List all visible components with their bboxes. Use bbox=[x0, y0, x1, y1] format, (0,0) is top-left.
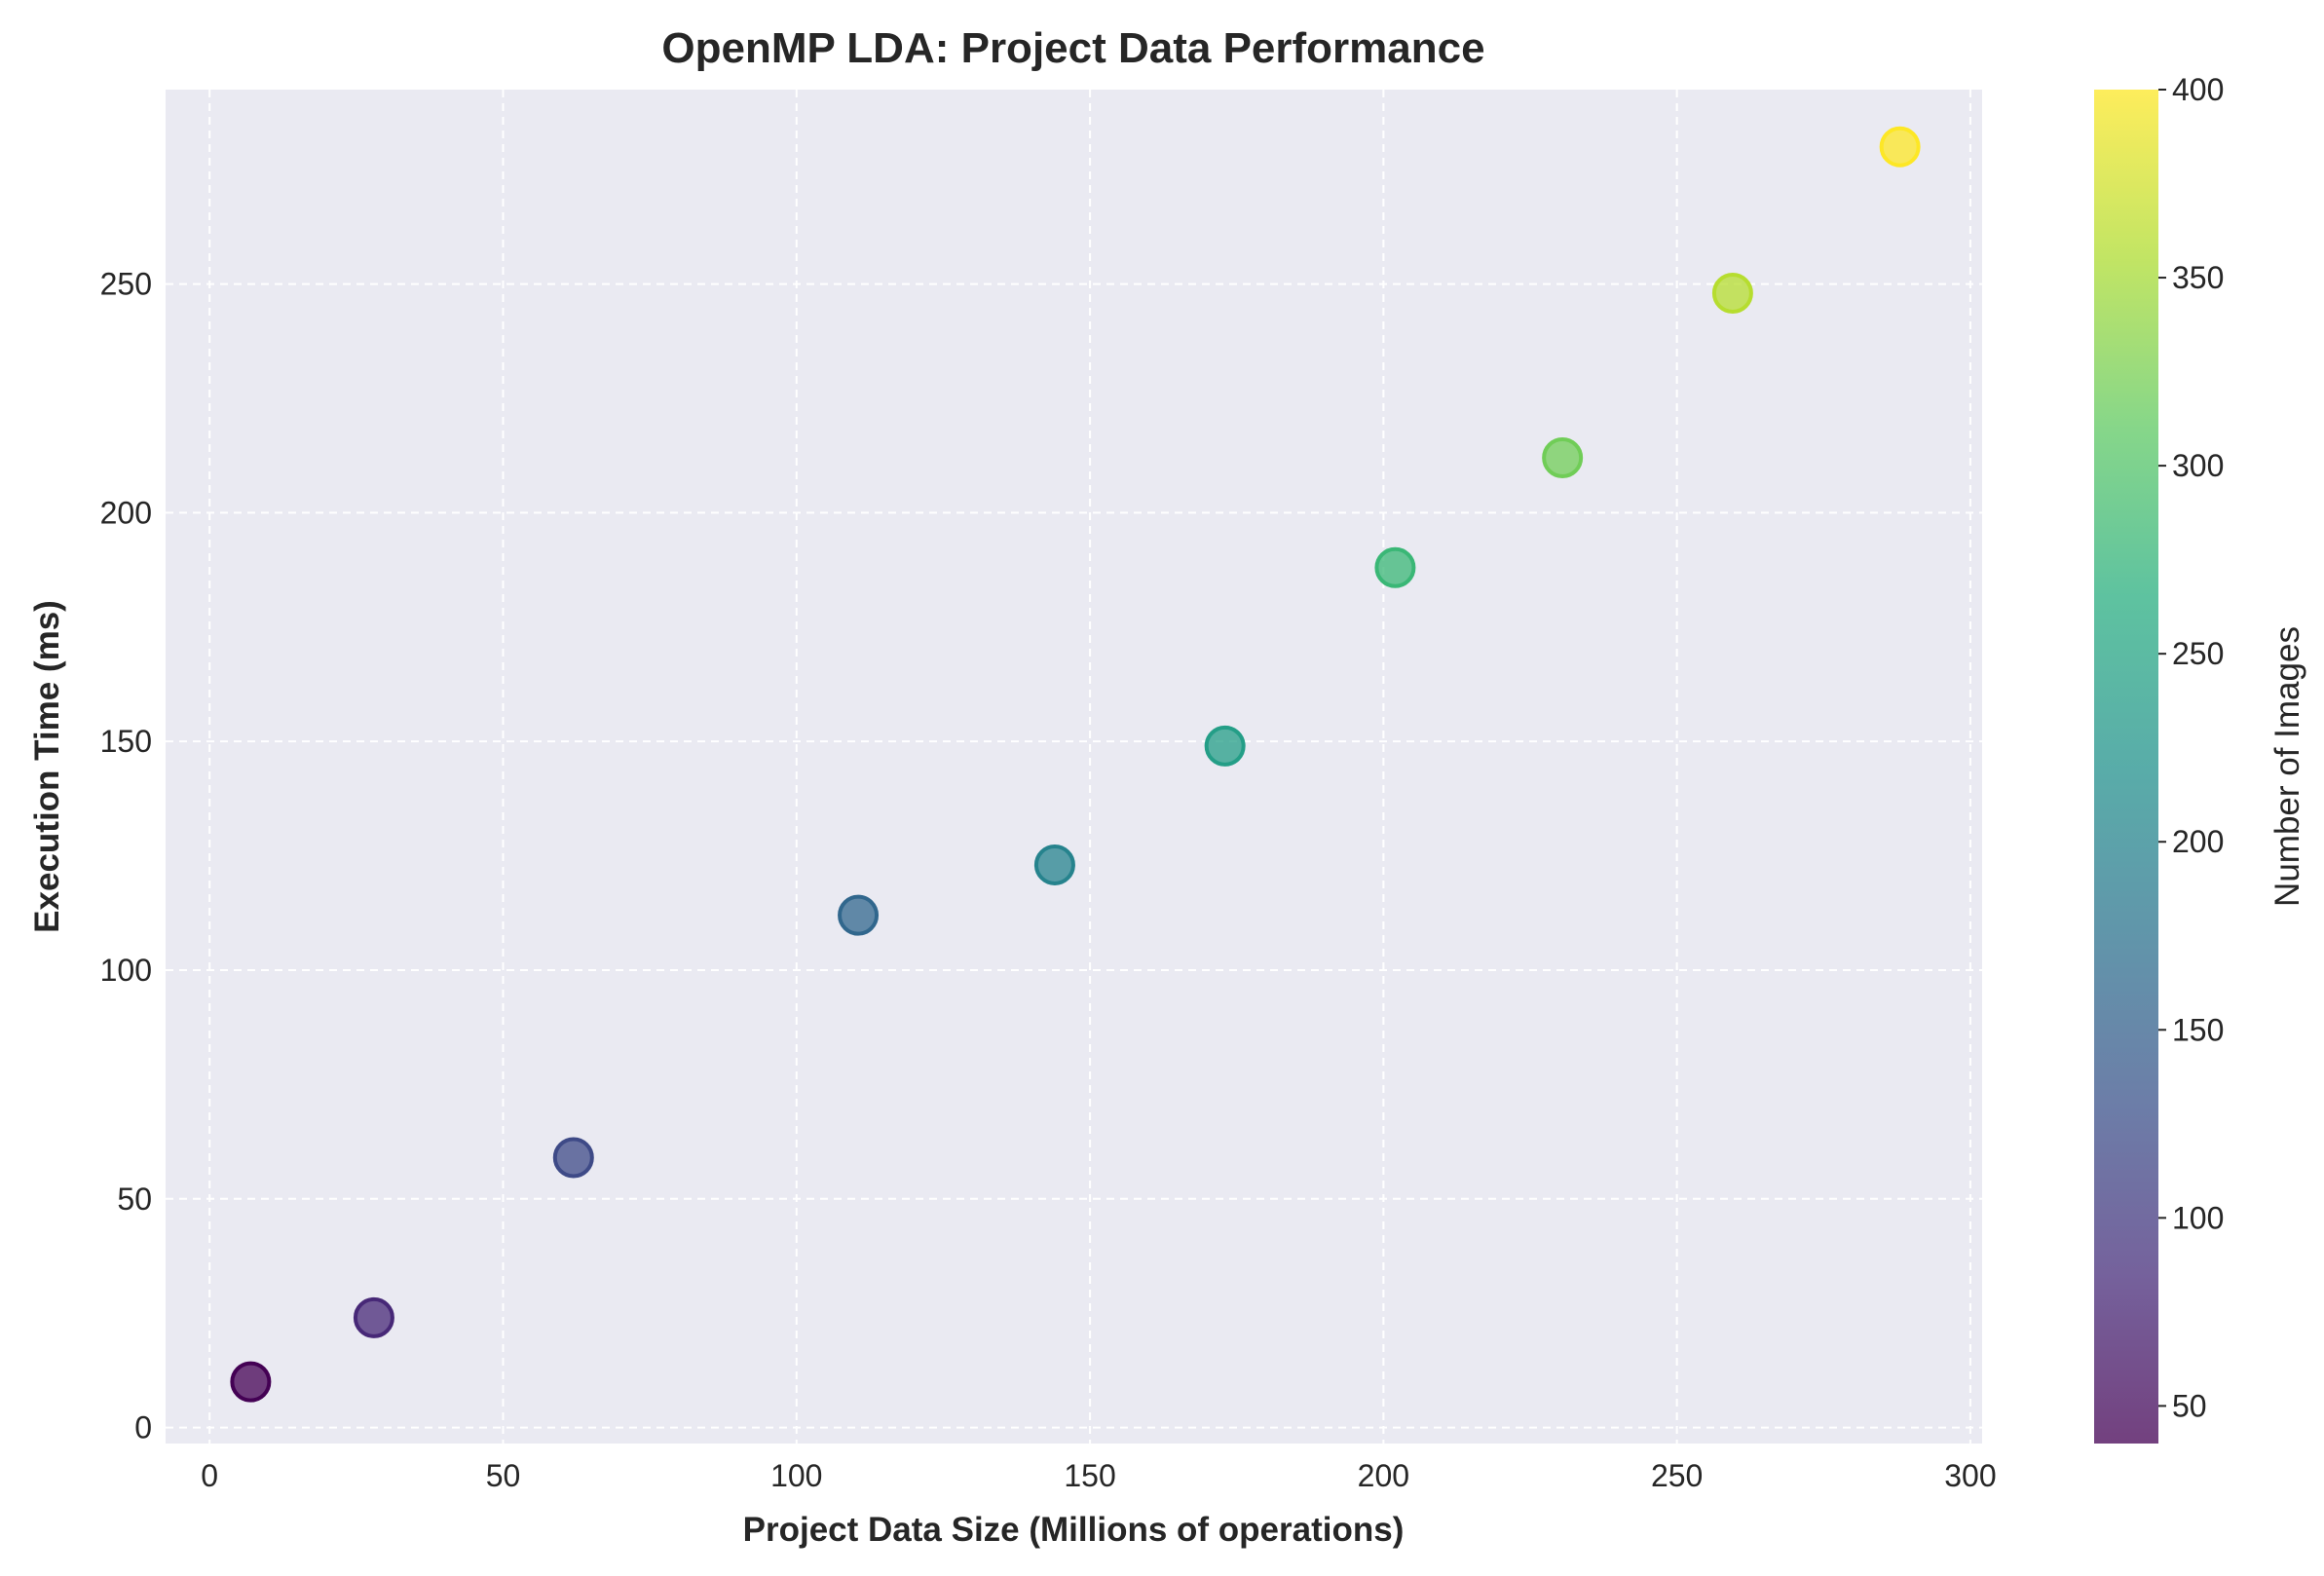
x-axis-ticks: 0 50 100 150 200 250 300 bbox=[201, 1458, 1996, 1493]
colorbar-tick-label: 400 bbox=[2172, 72, 2224, 107]
colorbar-tick-label: 50 bbox=[2172, 1388, 2207, 1423]
colorbar-label: Number of Images bbox=[2268, 626, 2306, 907]
y-tick-label: 200 bbox=[100, 495, 152, 530]
data-points bbox=[230, 126, 1921, 1403]
scatter-point bbox=[230, 1361, 272, 1403]
grid-lines bbox=[166, 90, 1982, 1444]
scatter-point bbox=[1204, 725, 1246, 767]
y-tick-label: 50 bbox=[117, 1182, 152, 1217]
x-tick-label: 300 bbox=[1944, 1458, 1996, 1493]
x-tick-label: 50 bbox=[486, 1458, 521, 1493]
colorbar bbox=[2094, 90, 2158, 1444]
scatter-point bbox=[1374, 546, 1416, 588]
y-axis-label: Execution Time (ms) bbox=[28, 600, 66, 933]
colorbar-tick-label: 300 bbox=[2172, 448, 2224, 483]
y-tick-label: 250 bbox=[100, 267, 152, 302]
y-axis-ticks: 0 50 100 150 200 250 bbox=[100, 267, 152, 1445]
x-tick-label: 100 bbox=[770, 1458, 822, 1493]
scatter-point bbox=[1879, 126, 1921, 168]
colorbar-ticks: 50 100 150 200 250 300 350 400 bbox=[2158, 72, 2224, 1423]
colorbar-tick-label: 100 bbox=[2172, 1200, 2224, 1235]
x-tick-label: 250 bbox=[1651, 1458, 1703, 1493]
chart-title: OpenMP LDA: Project Data Performance bbox=[661, 24, 1484, 72]
scatter-point bbox=[552, 1137, 594, 1179]
x-tick-label: 0 bbox=[201, 1458, 218, 1493]
colorbar-tick-label: 150 bbox=[2172, 1012, 2224, 1047]
plot-area bbox=[166, 90, 1982, 1444]
y-tick-label: 100 bbox=[100, 953, 152, 988]
colorbar-tick-label: 350 bbox=[2172, 260, 2224, 295]
colorbar-tick-label: 250 bbox=[2172, 636, 2224, 671]
x-tick-label: 200 bbox=[1358, 1458, 1409, 1493]
scatter-point bbox=[1542, 437, 1584, 479]
x-axis-label: Project Data Size (Millions of operation… bbox=[743, 1511, 1405, 1549]
x-tick-label: 150 bbox=[1064, 1458, 1115, 1493]
scatter-point bbox=[1711, 272, 1753, 314]
scatter-point bbox=[353, 1296, 394, 1338]
y-tick-label: 0 bbox=[134, 1410, 152, 1445]
colorbar-tick-label: 200 bbox=[2172, 824, 2224, 859]
scatter-point bbox=[1033, 844, 1075, 885]
y-tick-label: 150 bbox=[100, 724, 152, 759]
scatter-point bbox=[838, 894, 880, 936]
